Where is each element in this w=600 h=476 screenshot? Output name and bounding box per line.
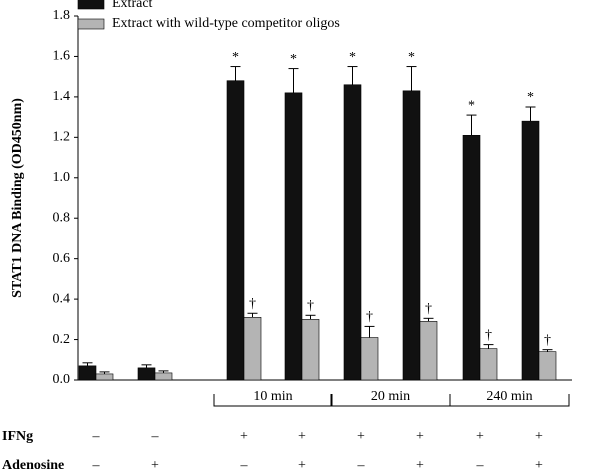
bar: [419, 321, 438, 381]
significance-marker: *: [527, 90, 534, 105]
condition-sign: –: [92, 458, 101, 473]
significance-marker: †: [544, 333, 551, 348]
significance-marker: †: [485, 328, 492, 343]
condition-sign: +: [535, 458, 543, 473]
significance-marker: *: [408, 50, 415, 65]
bar: [137, 367, 156, 381]
condition-sign: –: [476, 458, 485, 473]
condition-sign: +: [416, 429, 424, 444]
significance-marker: †: [366, 310, 373, 325]
bar: [284, 92, 303, 381]
y-axis-label: STAT1 DNA Binding (OD450nm): [10, 98, 25, 298]
condition-sign: –: [92, 429, 101, 444]
legend-label: Extract: [112, 0, 153, 11]
group-label: 20 min: [371, 389, 410, 404]
condition-sign: +: [416, 458, 424, 473]
condition-sign: +: [476, 429, 484, 444]
y-tick-label: 0.4: [53, 291, 71, 306]
condition-sign: +: [151, 458, 159, 473]
bar: [301, 319, 320, 381]
y-tick-label: 1.2: [53, 130, 71, 145]
bar: [343, 84, 362, 381]
legend-label: Extract with wild-type competitor oligos: [112, 16, 340, 31]
condition-sign: +: [240, 429, 248, 444]
bar: [462, 135, 481, 381]
bar: [154, 372, 173, 381]
significance-marker: †: [249, 296, 256, 311]
bar: [402, 90, 421, 381]
y-tick-label: 1.8: [53, 8, 71, 23]
y-tick-label: 1.4: [53, 89, 71, 104]
significance-marker: *: [232, 50, 239, 65]
bar: [538, 351, 557, 381]
bar: [479, 348, 498, 381]
y-tick-label: 1.6: [53, 49, 71, 64]
y-tick-label: 0.6: [53, 251, 71, 266]
significance-marker: †: [425, 302, 432, 317]
significance-marker: *: [349, 50, 356, 65]
condition-label: Adenosine: [2, 458, 64, 473]
legend-swatch: [77, 18, 105, 30]
y-tick-label: 0.0: [53, 372, 71, 387]
significance-marker: †: [307, 299, 314, 314]
y-tick-label: 0.2: [53, 332, 71, 347]
condition-sign: +: [298, 429, 306, 444]
condition-sign: –: [357, 458, 366, 473]
bar: [243, 317, 262, 381]
bar: [226, 80, 245, 381]
condition-sign: –: [240, 458, 249, 473]
legend-swatch: [77, 0, 105, 10]
condition-label: IFNg: [2, 429, 33, 444]
group-bracket: [449, 394, 570, 407]
condition-sign: –: [151, 429, 160, 444]
bar: [360, 337, 379, 381]
bar: [95, 373, 114, 381]
condition-sign: +: [298, 458, 306, 473]
group-label: 240 min: [486, 389, 532, 404]
y-tick-label: 1.0: [53, 170, 71, 185]
condition-sign: +: [357, 429, 365, 444]
condition-sign: +: [535, 429, 543, 444]
significance-marker: *: [468, 98, 475, 113]
group-label: 10 min: [253, 389, 292, 404]
y-tick-label: 0.8: [53, 210, 71, 225]
group-bracket: [213, 394, 333, 407]
significance-marker: *: [290, 52, 297, 67]
bar: [521, 120, 540, 381]
bar: [78, 365, 97, 381]
